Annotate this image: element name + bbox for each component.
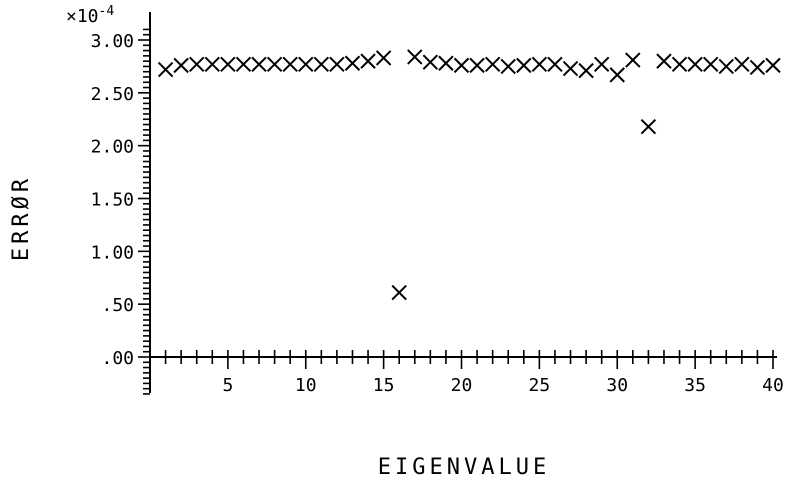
data-point [407,49,423,65]
data-point [157,61,174,78]
y-scale-base: ×10 [66,6,99,27]
data-point [718,58,734,75]
data-point [531,56,548,73]
x-tick-label: 5 [222,375,233,396]
data-point [453,57,470,74]
data-point [671,56,688,73]
data-point [329,56,345,73]
data-point [640,118,657,135]
x-tick-label: 20 [451,375,473,396]
y-tick-label: .00 [101,348,134,369]
data-point [189,56,205,73]
data-point [734,56,750,73]
y-tick-label: 3.00 [91,31,134,52]
data-point [702,56,719,73]
x-tick-label: 15 [373,375,395,396]
data-point [749,59,766,76]
y-tick-label: 1.50 [91,190,134,211]
x-tick-label: 30 [606,375,628,396]
y-scale-multiplier: ×10-4 [66,4,114,27]
data-point [765,57,781,74]
data-point [625,52,641,68]
data-point [516,57,532,74]
data-point [360,53,376,69]
data-points [157,49,781,301]
y-tick-label: .50 [101,295,134,316]
axis-ticks [138,28,774,395]
data-point [484,56,501,73]
data-point [282,56,298,73]
data-point [547,56,563,73]
data-point [220,56,236,73]
data-point [562,60,579,77]
x-axis-title: EIGENVALUE [378,455,550,479]
y-axis-title: ERRØR [9,175,34,261]
data-point [609,67,625,83]
data-point [593,56,610,73]
data-point [469,57,485,74]
data-point [266,56,283,73]
data-point [251,56,267,73]
x-tick-label: 35 [684,375,706,396]
data-point [500,58,516,75]
data-point [313,56,330,73]
axes [149,12,777,393]
data-point [687,56,703,73]
data-point [656,53,672,69]
y-tick-label: 1.00 [91,242,134,263]
data-point [375,50,392,66]
data-point [235,56,252,73]
data-point [344,55,361,71]
data-point [173,57,189,74]
tick-labels: .00 .50 1.00 1.50 2.00 2.50 3.00 5 10 15 20 25 30 35 4… [91,31,784,396]
data-point [391,284,407,301]
data-point [578,62,594,79]
data-point [298,56,314,73]
x-tick-label: 25 [529,375,551,396]
y-scale-exponent: -4 [99,4,115,19]
data-point [438,55,454,71]
data-point [422,54,439,70]
y-tick-label: 2.00 [91,137,134,158]
data-point [204,56,221,73]
y-tick-label: 2.50 [91,84,134,105]
x-tick-label: 40 [762,375,784,396]
x-tick-label: 10 [295,375,317,396]
